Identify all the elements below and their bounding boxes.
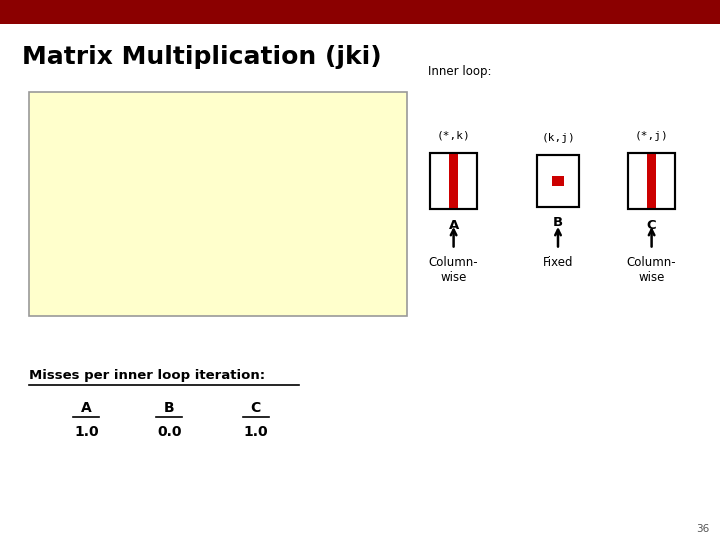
Text: (*,j): (*,j) [635, 131, 668, 140]
Text: for (j=0; j<n; j++) {: for (j=0; j<n; j++) { [38, 127, 188, 140]
Text: Inner loop:: Inner loop: [428, 65, 492, 78]
Text: (*,k): (*,k) [437, 131, 470, 140]
Text: r = b[k][j];: r = b[k][j]; [38, 178, 152, 191]
Text: A: A [449, 219, 459, 232]
Text: for (k=0; k<n; k++) {: for (k=0; k<n; k++) { [38, 152, 202, 165]
Text: (k,j): (k,j) [541, 133, 575, 143]
Text: Matrix Multiplication (jki): Matrix Multiplication (jki) [22, 45, 381, 69]
Text: /* jki */: /* jki */ [38, 102, 102, 114]
Text: Seoul National University: Seoul National University [572, 8, 713, 17]
Text: A: A [81, 401, 91, 415]
Text: B: B [553, 216, 563, 229]
Text: 1.0: 1.0 [74, 425, 99, 439]
Text: }: } [38, 254, 60, 267]
Text: 36: 36 [696, 523, 709, 534]
Text: Misses per inner loop iteration:: Misses per inner loop iteration: [29, 369, 265, 382]
Text: Column-
wise: Column- wise [429, 256, 478, 284]
Text: B: B [164, 401, 174, 415]
Text: Column-
wise: Column- wise [627, 256, 676, 284]
Text: 0.0: 0.0 [157, 425, 181, 439]
Text: Fixed: Fixed [543, 256, 573, 269]
Text: C: C [647, 219, 657, 232]
Text: c[i][j] += a[i][k] * r;: c[i][j] += a[i][k] * r; [38, 228, 245, 241]
Text: for (i=0; i<n; i++): for (i=0; i<n; i++) [38, 203, 202, 216]
Text: 1.0: 1.0 [243, 425, 268, 439]
Text: }: } [38, 279, 45, 292]
Text: C: C [251, 401, 261, 415]
